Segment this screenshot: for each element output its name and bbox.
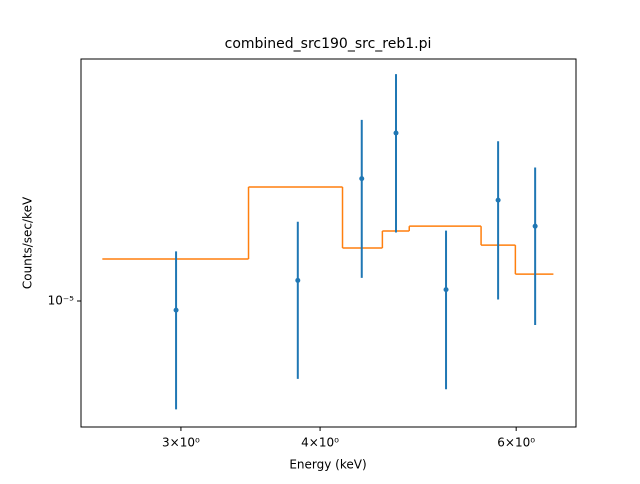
data-point	[532, 223, 538, 229]
x-tick-label: 3×10⁰	[162, 436, 200, 450]
data-point	[359, 176, 365, 182]
data-point	[495, 197, 501, 203]
y-axis-label: Counts/sec/keV	[21, 196, 35, 289]
data-point	[295, 277, 301, 283]
plot-frame	[80, 58, 577, 428]
data-point	[443, 287, 449, 293]
x-axis-label: Energy (keV)	[289, 458, 366, 472]
x-tick-label: 6×10⁰	[497, 436, 535, 450]
data-point	[393, 130, 399, 136]
data-point	[173, 307, 179, 313]
x-tick-label: 4×10⁰	[301, 436, 339, 450]
y-tick-label: 10⁻⁵	[48, 294, 75, 308]
chart-title: combined_src190_src_reb1.pi	[225, 36, 432, 52]
